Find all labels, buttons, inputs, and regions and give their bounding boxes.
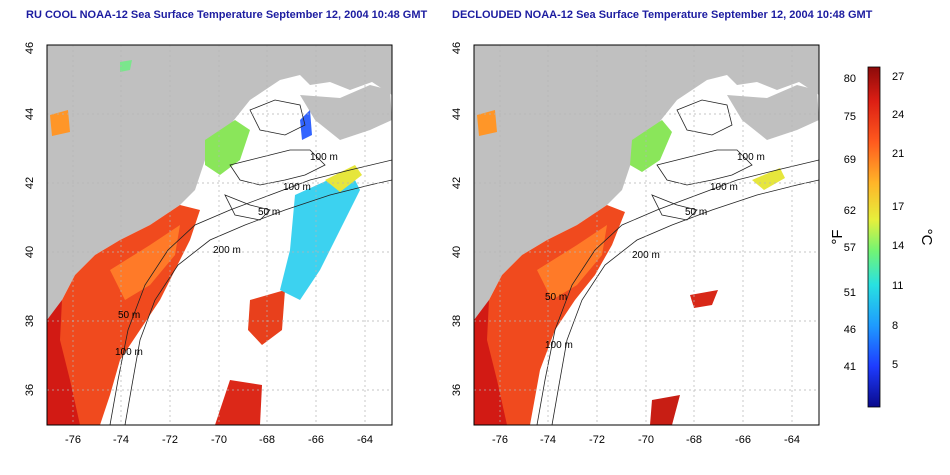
contour-label-200m: 200 m	[213, 245, 241, 256]
sst-cyan-swath-left	[280, 170, 360, 300]
contour-label-50m-right: 50 m	[685, 207, 707, 218]
contour-label-100m-a-right: 100 m	[737, 152, 765, 163]
fahrenheit-tick: 57	[844, 242, 856, 254]
celsius-tick: 14	[892, 240, 904, 252]
bathymetry-right	[536, 99, 819, 425]
lon-tick: -72	[162, 434, 178, 446]
lat-tick: 46	[451, 42, 463, 54]
lat-axis-left: 36 38 40 42 44 46	[24, 42, 36, 396]
lat-tick: 44	[451, 108, 463, 120]
map-title-right: DECLOUDED NOAA-12 Sea Surface Temperatur…	[452, 9, 873, 21]
lat-tick: 42	[451, 177, 463, 189]
lon-tick: -70	[638, 434, 654, 446]
fahrenheit-tick: 69	[844, 154, 856, 166]
celsius-tick: 8	[892, 320, 898, 332]
lon-axis-left: -76 -74 -72 -70 -68 -66 -64	[65, 434, 373, 446]
contour-label-100m-c: 100 m	[115, 347, 143, 358]
contour-label-200m-right: 200 m	[632, 250, 660, 261]
lat-tick: 44	[24, 108, 36, 120]
sst-green-patch-left	[120, 60, 132, 72]
colorbar	[867, 66, 881, 408]
graticule-left	[47, 45, 392, 425]
bathymetry-left	[109, 99, 392, 425]
lat-tick: 40	[24, 246, 36, 258]
contour-label-50m-b: 50 m	[118, 310, 140, 321]
sst-patch-right	[690, 290, 718, 308]
lon-tick: -76	[65, 434, 81, 446]
celsius-tick: 24	[892, 109, 904, 121]
colorbar-celsius-ticks: 27 24 21 17 14 11 8 5	[892, 71, 904, 371]
fahrenheit-tick: 51	[844, 287, 856, 299]
lon-tick: -70	[211, 434, 227, 446]
lat-tick: 38	[24, 315, 36, 327]
celsius-tick: 27	[892, 71, 904, 83]
lat-tick: 38	[451, 315, 463, 327]
fahrenheit-tick: 41	[844, 361, 856, 373]
lat-tick: 46	[24, 42, 36, 54]
contour-label-100m-a: 100 m	[310, 152, 338, 163]
fahrenheit-tick: 46	[844, 324, 856, 336]
sst-orange-right	[537, 225, 607, 300]
fahrenheit-tick: 80	[844, 73, 856, 85]
sst-gulfstream-right	[650, 395, 680, 425]
contour-label-100m-c-right: 100 m	[545, 340, 573, 351]
sst-green-right	[630, 120, 672, 172]
lat-tick: 42	[24, 177, 36, 189]
land-left	[47, 45, 392, 425]
lat-axis-right: 36 38 40 42 44 46	[451, 42, 463, 396]
map-panel-right: 100 m 100 m 50 m 200 m 50 m 100 m	[474, 45, 819, 425]
contour-label-50m: 50 m	[258, 207, 280, 218]
colorbar-fahrenheit-ticks: 80 75 69 62 57 51 46 41	[844, 73, 856, 373]
sst-yellow-right	[752, 168, 785, 190]
sst-offshore-left	[248, 290, 285, 345]
sst-orange-nw-left	[50, 110, 70, 136]
lon-tick: -74	[113, 434, 129, 446]
graticule-right	[474, 45, 819, 425]
sst-yellow-left	[325, 165, 362, 192]
lon-tick: -74	[540, 434, 556, 446]
nova-scotia-left	[300, 85, 392, 140]
lon-tick: -64	[784, 434, 800, 446]
land-right	[474, 45, 819, 425]
nova-scotia-right	[727, 85, 819, 140]
colorbar-fahrenheit-label: °F	[829, 229, 846, 244]
sst-blue-strip-left	[300, 110, 312, 140]
lat-tick: 40	[451, 246, 463, 258]
contour-label-100m-b-right: 100 m	[710, 182, 738, 193]
lat-tick: 36	[24, 384, 36, 396]
sst-orange-left	[110, 225, 180, 300]
lat-tick: 36	[451, 384, 463, 396]
contour-label-100m-b: 100 m	[283, 182, 311, 193]
lon-tick: -76	[492, 434, 508, 446]
celsius-tick: 21	[892, 148, 904, 160]
sst-green-left	[205, 120, 250, 175]
lon-tick: -64	[357, 434, 373, 446]
contour-label-50m-b-right: 50 m	[545, 292, 567, 303]
lon-tick: -68	[259, 434, 275, 446]
lon-tick: -66	[735, 434, 751, 446]
sst-orange-nw-right	[477, 110, 497, 136]
map-frame-right	[473, 44, 820, 426]
sst-hot-left	[47, 300, 80, 425]
lon-tick: -72	[589, 434, 605, 446]
map-panel-left: 100 m 100 m 50 m 200 m 50 m 100 m	[47, 45, 392, 425]
map-title-left: RU COOL NOAA-12 Sea Surface Temperature …	[26, 9, 428, 21]
colorbar-celsius-label: °C	[918, 229, 935, 246]
fahrenheit-tick: 62	[844, 205, 856, 217]
fahrenheit-tick: 75	[844, 111, 856, 123]
celsius-tick: 17	[892, 201, 904, 213]
map-frame-left	[46, 44, 393, 426]
sst-gulfstream-left	[215, 380, 262, 425]
sst-hot-right	[474, 300, 507, 425]
celsius-tick: 11	[892, 280, 903, 292]
celsius-tick: 5	[892, 359, 898, 371]
lon-tick: -66	[308, 434, 324, 446]
lon-axis-right: -76 -74 -72 -70 -68 -66 -64	[492, 434, 800, 446]
lon-tick: -68	[686, 434, 702, 446]
